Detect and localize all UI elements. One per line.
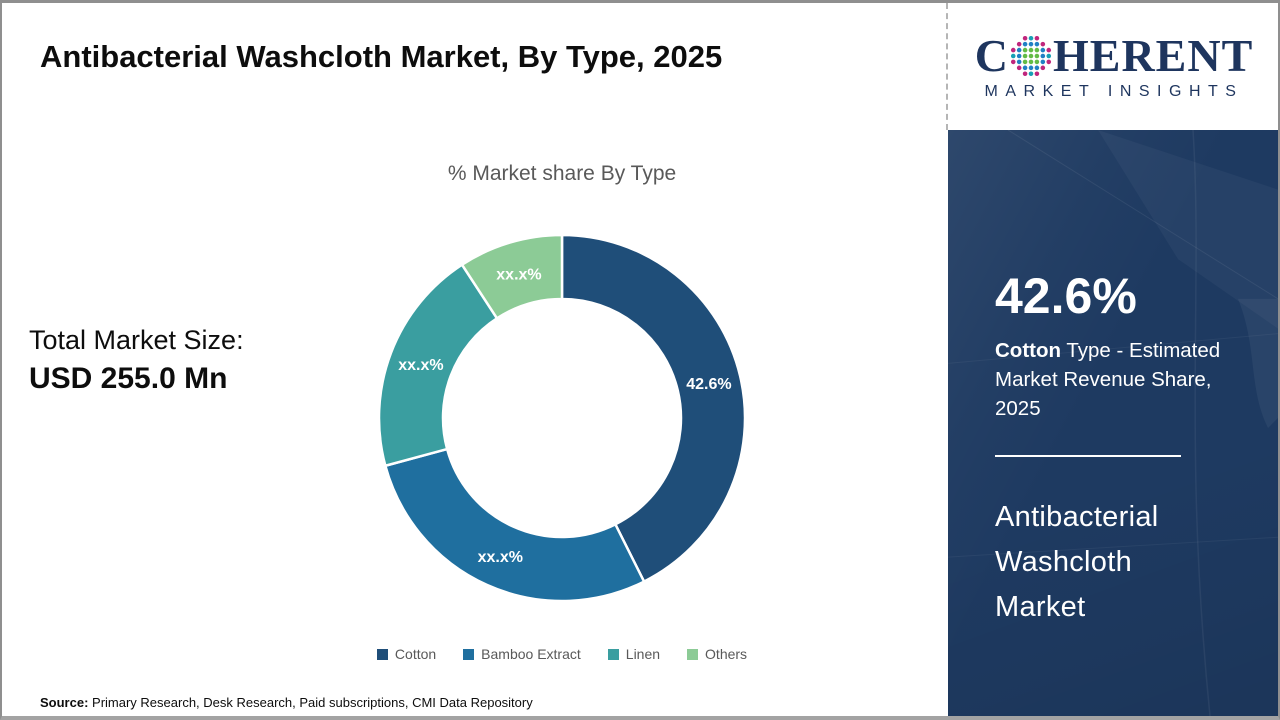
legend-swatch-icon — [376, 648, 388, 660]
logo-wordmark: C HERENT — [974, 29, 1254, 81]
globe-dots-icon — [1010, 35, 1052, 76]
sidebar-divider — [995, 455, 1181, 457]
stat-desc-rest: Type - Estimated Market Revenue Share, 2… — [995, 339, 1221, 420]
legend-item-cotton: Cotton — [376, 646, 437, 662]
highlight-stat-description: Cotton Type - Estimated Market Revenue S… — [995, 336, 1240, 423]
legend-label: Cotton — [394, 646, 437, 662]
dashed-divider — [946, 3, 948, 130]
donut-segment-others — [460, 233, 564, 320]
segment-value-label: xx.x% — [398, 357, 443, 374]
legend-label: Others — [705, 646, 748, 662]
legend-item-bamboo-extract: Bamboo Extract — [463, 646, 581, 662]
donut-chart: 42.6% xx.x% xx.x% xx.x% — [376, 232, 748, 604]
segment-value-label: xx.x% — [496, 266, 541, 283]
segment-value-label: 42.6% — [686, 376, 731, 393]
donut-segment-bamboo-extract — [384, 447, 646, 603]
total-market-size-label: Total Market Size: — [29, 325, 244, 355]
source-label: Source: — [40, 695, 89, 710]
chart-title: % Market share By Type — [447, 162, 677, 185]
page-title: Antibacterial Washcloth Market, By Type,… — [40, 39, 723, 74]
legend-swatch-icon — [607, 648, 619, 660]
legend-label: Bamboo Extract — [481, 646, 581, 662]
legend-label: Linen — [625, 646, 661, 662]
highlight-stat-value: 42.6% — [995, 268, 1137, 324]
sidebar-market-name: Antibacterial Washcloth Market — [995, 501, 1159, 623]
chart-legend: Cotton Bamboo Extract Linen Others — [162, 646, 962, 662]
source-text: Primary Research, Desk Research, Paid su… — [88, 695, 533, 710]
donut-segment-cotton — [560, 233, 747, 583]
logo-subtitle: MARKET INSIGHTS — [984, 82, 1244, 100]
total-market-size-value: USD 255.0 Mn — [29, 362, 228, 395]
highlight-sidebar: 42.6% Cotton Type - Estimated Market Rev… — [948, 130, 1278, 716]
source-note: Source: Primary Research, Desk Research,… — [40, 695, 533, 710]
legend-item-others: Others — [687, 646, 747, 662]
stat-desc-segment-name: Cotton — [995, 339, 1062, 362]
logo-text-suffix: HERENT — [1052, 29, 1254, 81]
segment-value-label: xx.x% — [478, 549, 523, 566]
legend-swatch-icon — [463, 648, 475, 660]
brand-logo: C HERENT MARKET INSIGHTS — [950, 3, 1278, 130]
legend-item-linen: Linen — [607, 646, 661, 662]
legend-swatch-icon — [687, 648, 699, 660]
logo-text-prefix: C — [974, 29, 1009, 81]
total-market-size: Total Market Size: USD 255.0 Mn — [29, 325, 244, 396]
